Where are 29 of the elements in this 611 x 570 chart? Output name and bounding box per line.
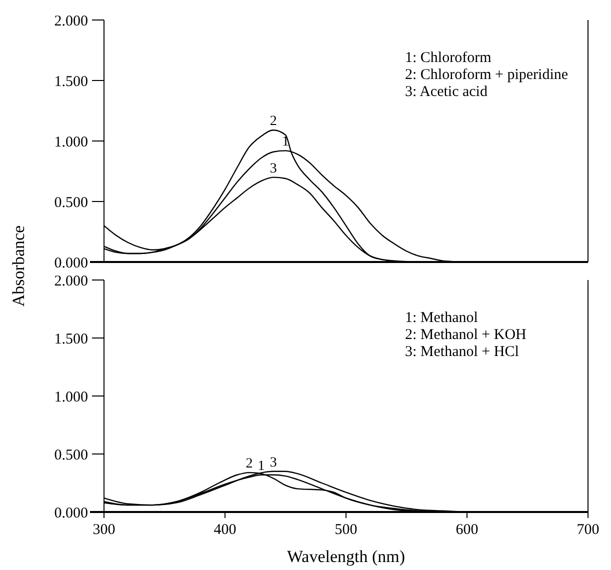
y-tick-label: 1.500 bbox=[54, 74, 88, 90]
x-tick-label: 400 bbox=[214, 522, 236, 538]
series-label: 3 bbox=[270, 161, 277, 176]
y-tick-label: 2.000 bbox=[54, 13, 88, 30]
x-tick-label: 300 bbox=[92, 522, 116, 538]
annotation: 3: Methanol + HCl bbox=[405, 344, 519, 360]
x-tick-label: 600 bbox=[456, 522, 478, 538]
annotation: 1: Chloroform bbox=[405, 50, 492, 66]
y-tick-label: 2.000 bbox=[54, 273, 88, 290]
y-tick-label: 0.000 bbox=[54, 255, 88, 272]
y-tick-label: 1.000 bbox=[54, 134, 88, 150]
annotation: 1: Methanol bbox=[405, 310, 478, 326]
series-label: 1 bbox=[258, 458, 265, 474]
annotation: 3: Acetic acid bbox=[405, 84, 488, 100]
y-tick-label: 0.500 bbox=[54, 194, 88, 211]
y-tick-label: 0.500 bbox=[54, 447, 88, 464]
y-axis-title: Absorbance bbox=[9, 225, 28, 307]
series-label: 1 bbox=[282, 134, 289, 150]
series-label: 2 bbox=[270, 114, 277, 130]
x-tick-label: 700 bbox=[576, 522, 600, 538]
y-tick-label: 1.500 bbox=[54, 331, 88, 348]
series-label: 3 bbox=[270, 455, 277, 470]
annotation: 2: Methanol + KOH bbox=[405, 327, 527, 343]
x-axis-title: Wavelength (nm) bbox=[286, 547, 406, 566]
annotation: 2: Chloroform + piperidine bbox=[405, 67, 568, 83]
y-tick-label: 0.000 bbox=[54, 505, 88, 522]
series-label: 2 bbox=[246, 456, 253, 472]
x-tick-label: 500 bbox=[334, 522, 358, 538]
y-tick-label: 1.000 bbox=[54, 389, 88, 406]
